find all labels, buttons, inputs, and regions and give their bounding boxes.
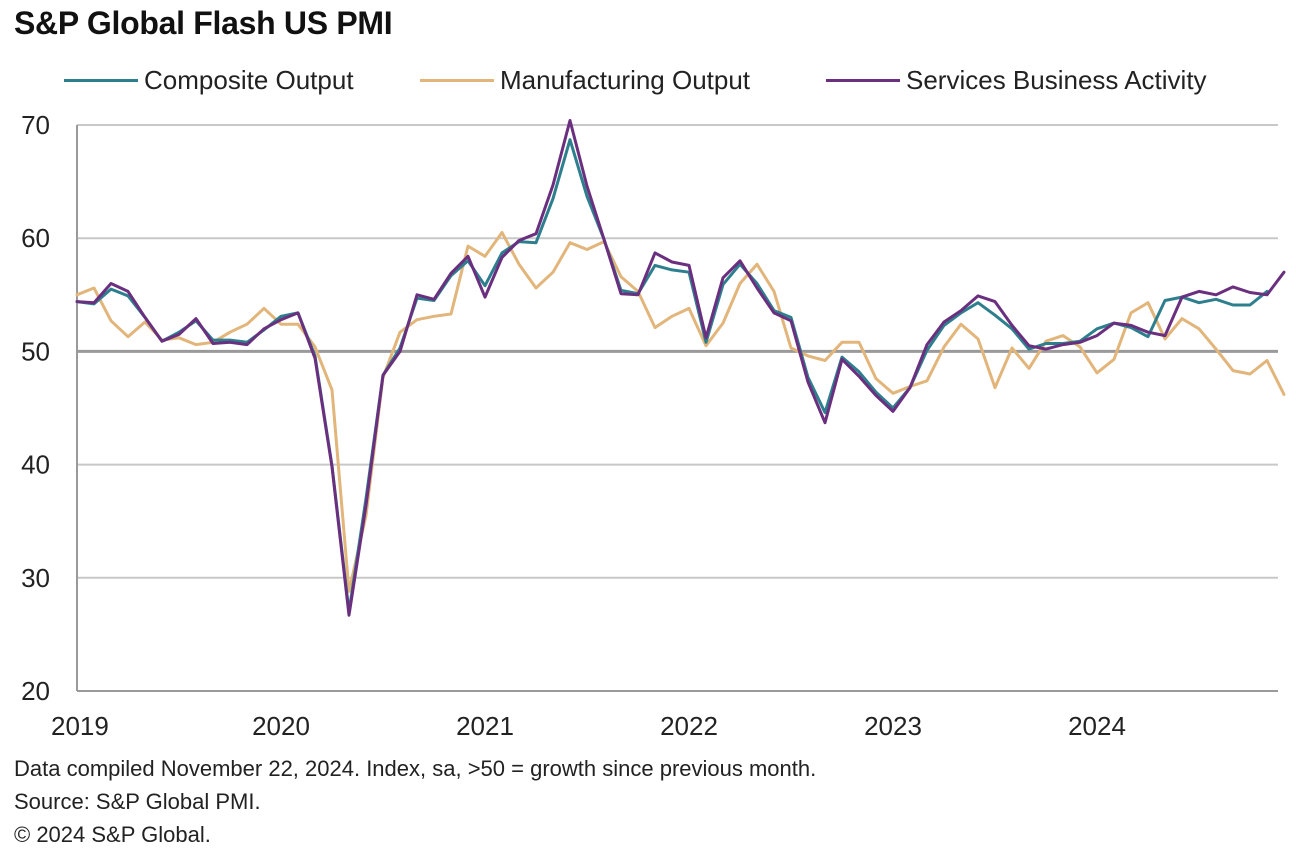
y-tick-label-70: 70 <box>21 110 50 140</box>
x-tick-label-2022: 2022 <box>660 711 718 741</box>
manufacturing-output-line <box>75 231 1286 593</box>
x-tick-label-2020: 2020 <box>252 711 310 741</box>
y-tick-label-20: 20 <box>21 676 50 706</box>
legend-swatch-manufacturing <box>420 78 494 82</box>
chart-title: S&P Global Flash US PMI <box>14 5 393 41</box>
footer-note: Data compiled November 22, 2024. Index, … <box>14 756 817 781</box>
legend-item-services: Services Business Activity <box>826 60 1207 100</box>
y-tick-label-50: 50 <box>21 336 50 366</box>
chart-legend: Composite Output Manufacturing Output Se… <box>0 60 1296 100</box>
legend-label-services: Services Business Activity <box>906 64 1207 95</box>
legend-item-manufacturing: Manufacturing Output <box>420 60 750 100</box>
legend-item-composite: Composite Output <box>64 60 354 100</box>
x-tick-label-2019: 2019 <box>51 711 109 741</box>
x-tick-label-2021: 2021 <box>456 711 514 741</box>
y-tick-label-30: 30 <box>21 563 50 593</box>
composite-output-line <box>75 138 1269 614</box>
x-tick-label-2024: 2024 <box>1068 711 1126 741</box>
legend-swatch-services <box>826 78 900 82</box>
footer-source: Source: S&P Global PMI. <box>14 789 261 814</box>
footer-copyright: © 2024 S&P Global. <box>14 822 211 847</box>
legend-label-composite: Composite Output <box>144 64 354 95</box>
services-business-activity-line <box>75 119 1286 617</box>
x-tick-label-2023: 2023 <box>864 711 922 741</box>
legend-label-manufacturing: Manufacturing Output <box>500 64 751 95</box>
y-tick-label-40: 40 <box>21 450 50 480</box>
legend-swatch-composite <box>64 78 138 82</box>
y-tick-label-60: 60 <box>21 223 50 253</box>
